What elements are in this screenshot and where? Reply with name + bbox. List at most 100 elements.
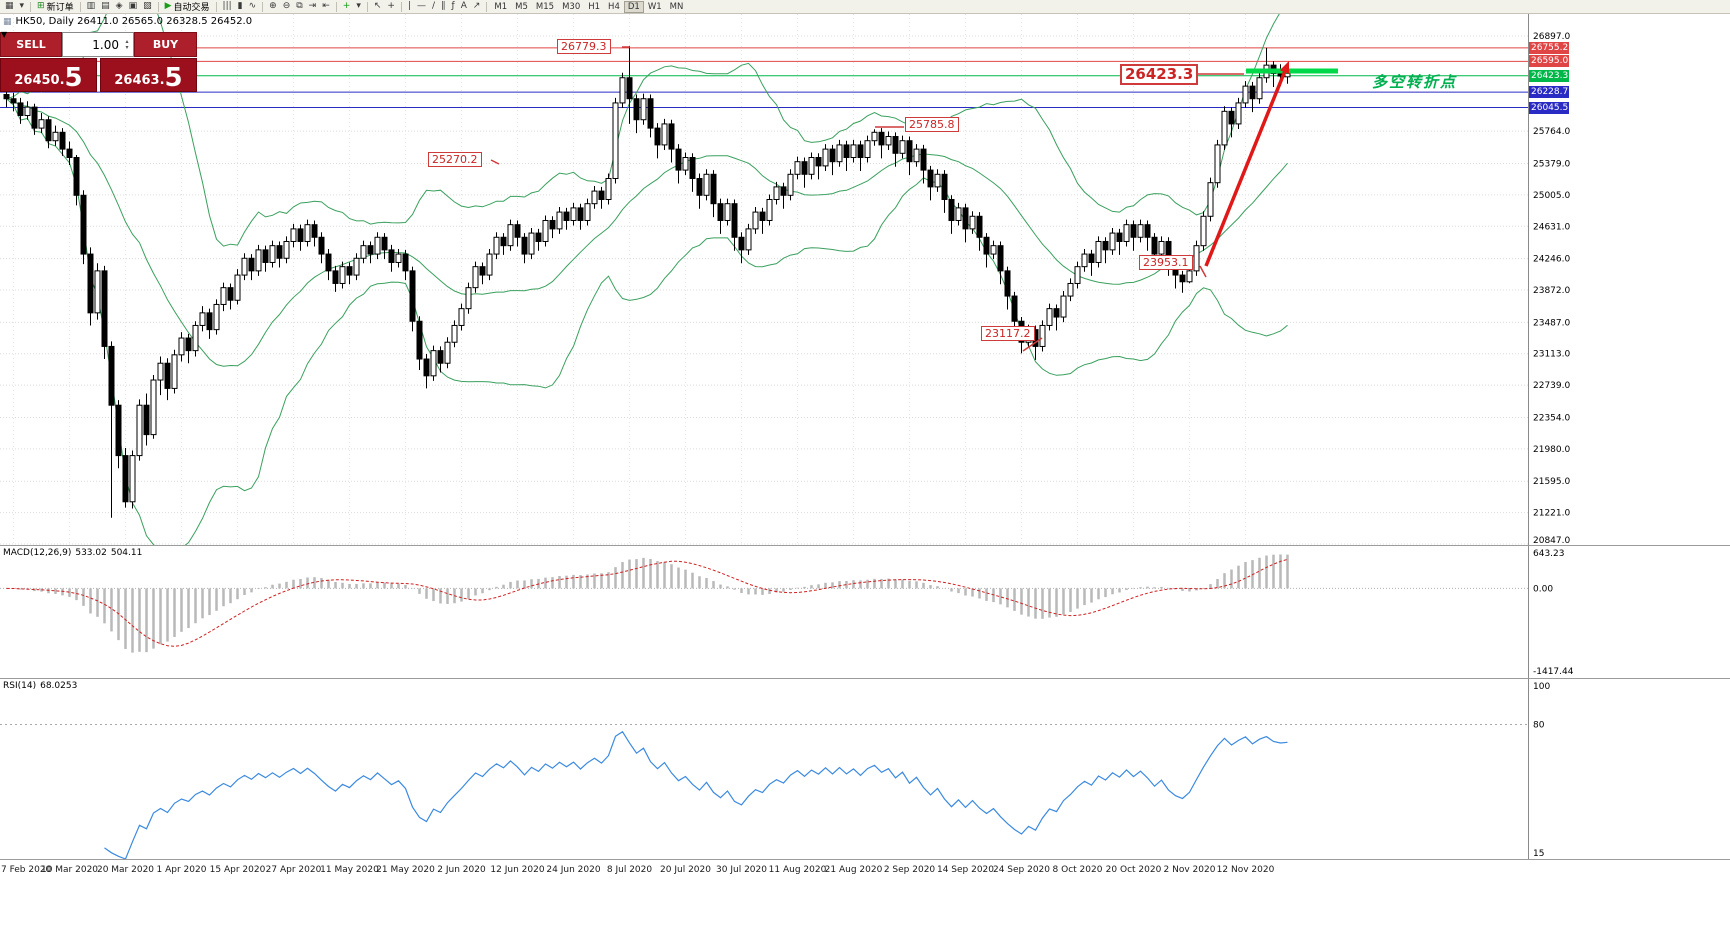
candlestick-chart-button[interactable]: ▮ bbox=[235, 1, 246, 13]
timeframe-m15-button[interactable]: M15 bbox=[532, 1, 558, 13]
one-click-trading-panel: SELL 1.00 ▴ ▾ BUY 26450. 5 26463. 5 bbox=[0, 32, 197, 92]
price-annotation[interactable]: 25270.2 bbox=[428, 152, 482, 167]
panel-divider[interactable] bbox=[0, 545, 1730, 546]
svg-text:22354.0: 22354.0 bbox=[1533, 413, 1570, 423]
svg-text:2 Sep 2020: 2 Sep 2020 bbox=[884, 865, 936, 875]
svg-text:12 Nov 2020: 12 Nov 2020 bbox=[1217, 865, 1275, 875]
timeframe-h4-button[interactable]: H4 bbox=[604, 1, 624, 13]
volume-up-icon[interactable]: ▴ bbox=[125, 37, 129, 45]
tile-windows-button[interactable]: ⧉ bbox=[293, 1, 305, 13]
horizontal-line-button[interactable]: — bbox=[414, 1, 429, 13]
drawings-layer[interactable] bbox=[1204, 61, 1338, 267]
text-button[interactable]: A bbox=[458, 1, 470, 13]
svg-text:2 Nov 2020: 2 Nov 2020 bbox=[1164, 865, 1216, 875]
price-annotation[interactable]: 26423.3 bbox=[1120, 64, 1199, 85]
line-chart-button[interactable]: ∿ bbox=[246, 1, 260, 13]
trendline-button[interactable]: / bbox=[429, 1, 438, 13]
data-window-button[interactable]: ▤ bbox=[98, 1, 113, 13]
timeframe-m1-button[interactable]: M1 bbox=[490, 1, 511, 13]
svg-text:21 May 2020: 21 May 2020 bbox=[376, 865, 435, 875]
volume-stepper: ▴ ▾ bbox=[121, 37, 133, 51]
timeframe-h1-button[interactable]: H1 bbox=[584, 1, 604, 13]
new-order-button[interactable]: ⊞ 新订单 bbox=[34, 1, 77, 14]
timeframe-w1-button[interactable]: W1 bbox=[644, 1, 666, 13]
indicators-button[interactable]: + bbox=[340, 1, 354, 13]
one-click-collapse-icon[interactable]: ▼ bbox=[1, 30, 8, 39]
svg-text:100: 100 bbox=[1533, 682, 1550, 692]
panel-divider[interactable] bbox=[0, 678, 1730, 679]
timeframe-m30-button[interactable]: M30 bbox=[558, 1, 584, 13]
svg-text:14 Sep 2020: 14 Sep 2020 bbox=[937, 865, 994, 875]
new-chart-icon: ▦ bbox=[5, 1, 14, 11]
rsi-panel[interactable]: 100 80 15 bbox=[0, 679, 1730, 859]
auto-scroll-button[interactable]: ⇥ bbox=[306, 1, 320, 13]
svg-text:24246.0: 24246.0 bbox=[1533, 255, 1570, 265]
volume-value[interactable]: 1.00 bbox=[92, 37, 119, 52]
svg-text:12 Jun 2020: 12 Jun 2020 bbox=[490, 865, 544, 875]
tile-windows-icon: ⧉ bbox=[296, 1, 303, 11]
timeframe-m5-button[interactable]: M5 bbox=[511, 1, 532, 13]
buy-price-display[interactable]: 26463. 5 bbox=[100, 58, 197, 92]
price-line-tag: 26423.3 bbox=[1529, 69, 1569, 82]
templates-button[interactable]: ▾ bbox=[353, 1, 364, 13]
sell-price-display[interactable]: 26450. 5 bbox=[0, 58, 97, 92]
price-line-tag: 26755.2 bbox=[1529, 41, 1569, 54]
chart-profiles-button[interactable]: ▾ bbox=[17, 1, 28, 13]
navigator-button[interactable]: ◈ bbox=[113, 1, 126, 13]
terminal-button[interactable]: ▣ bbox=[126, 1, 141, 13]
macd-signal-line bbox=[6, 558, 1288, 647]
svg-text:21 Aug 2020: 21 Aug 2020 bbox=[825, 865, 883, 875]
toolbar: ▦ ▾ ⊞ 新订单 ▥ ▤ ◈ ▣ ▧ ▶ 自动交易 ||| ▮ ∿ ⊕ ⊖ ⧉ ⇥ ⇤ + ▾ ↖ + | — / ∥ ƒ A ↗ M1… bbox=[0, 0, 1730, 14]
candles-layer bbox=[3, 45, 1291, 518]
sell-button[interactable]: SELL bbox=[0, 32, 62, 57]
horizontal-lines-layer[interactable] bbox=[0, 47, 1528, 109]
data-window-icon: ▤ bbox=[101, 1, 110, 11]
svg-text:15 Apr 2020: 15 Apr 2020 bbox=[210, 865, 266, 875]
chart-shift-button[interactable]: ⇤ bbox=[319, 1, 333, 13]
channel-button[interactable]: ∥ bbox=[438, 1, 449, 13]
sell-price-main: 26450. bbox=[14, 73, 65, 88]
price-annotation[interactable]: 23953.1 bbox=[1139, 255, 1193, 270]
arrows-button[interactable]: ↗ bbox=[470, 1, 484, 13]
toolbar-separator bbox=[400, 1, 402, 12]
navigator-icon: ◈ bbox=[115, 1, 123, 11]
macd-panel[interactable]: 643.23 0.00 -1417.44 bbox=[0, 546, 1730, 678]
svg-text:22739.0: 22739.0 bbox=[1533, 381, 1570, 391]
volume-field[interactable]: 1.00 ▴ ▾ bbox=[62, 32, 134, 57]
strategy-tester-button[interactable]: ▧ bbox=[140, 1, 155, 13]
market-watch-button[interactable]: ▥ bbox=[84, 1, 99, 13]
arrows-icon: ↗ bbox=[472, 1, 481, 11]
new-chart-button[interactable]: ▦ bbox=[2, 1, 17, 13]
price-annotation[interactable]: 26779.3 bbox=[557, 39, 611, 54]
vertical-line-button[interactable]: | bbox=[405, 1, 414, 13]
main-chart[interactable]: 26897.0 25764.0 25379.0 25005.0 24631.0 24246… bbox=[0, 14, 1730, 545]
zoom-in-button[interactable]: ⊕ bbox=[266, 1, 280, 13]
toolbar-separator bbox=[366, 1, 368, 12]
svg-text:20 Jul 2020: 20 Jul 2020 bbox=[660, 865, 711, 875]
bar-chart-button[interactable]: ||| bbox=[220, 1, 235, 13]
cursor-button[interactable]: ↖ bbox=[371, 1, 385, 13]
buy-button[interactable]: BUY bbox=[134, 32, 197, 57]
price-annotation[interactable]: 23117.2 bbox=[981, 326, 1035, 341]
crosshair-button[interactable]: + bbox=[384, 1, 398, 13]
svg-text:23872.0: 23872.0 bbox=[1533, 286, 1570, 296]
svg-text:10 Mar 2020: 10 Mar 2020 bbox=[41, 865, 98, 875]
rsi-name: RSI(14) bbox=[3, 681, 37, 691]
svg-text:11 Aug 2020: 11 Aug 2020 bbox=[769, 865, 827, 875]
rsi-value: 68.0253 bbox=[40, 681, 78, 691]
rsi-line bbox=[104, 730, 1288, 859]
timeframe-d1-button[interactable]: D1 bbox=[623, 0, 644, 13]
timeframe-mn-button[interactable]: MN bbox=[666, 1, 688, 13]
price-annotation[interactable]: 25785.8 bbox=[905, 117, 959, 132]
horizontal-line-icon: — bbox=[416, 1, 426, 11]
toolbar-separator bbox=[79, 1, 81, 12]
toolbar-separator bbox=[215, 1, 217, 12]
macd-name: MACD(12,26,9) bbox=[3, 548, 72, 558]
volume-down-icon[interactable]: ▾ bbox=[125, 43, 129, 51]
fibonacci-button[interactable]: ƒ bbox=[449, 1, 458, 13]
zoom-out-button[interactable]: ⊖ bbox=[280, 1, 294, 13]
turning-point-note[interactable]: 多空转折点 bbox=[1372, 73, 1458, 91]
svg-text:15: 15 bbox=[1533, 849, 1544, 859]
autotrade-button[interactable]: ▶ 自动交易 bbox=[162, 1, 213, 14]
